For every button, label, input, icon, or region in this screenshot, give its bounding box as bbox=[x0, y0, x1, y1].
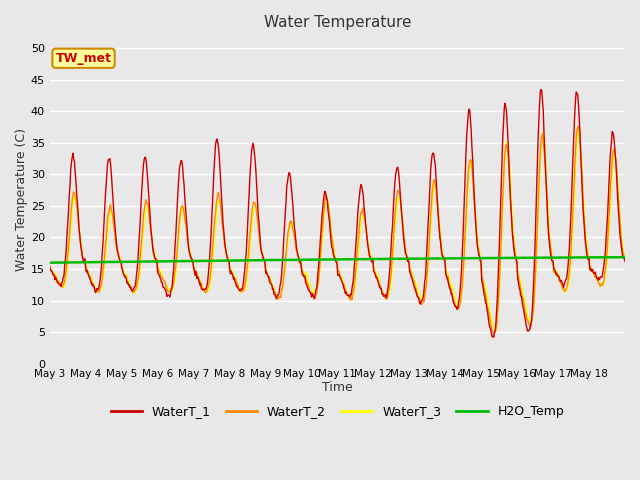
Y-axis label: Water Temperature (C): Water Temperature (C) bbox=[15, 128, 28, 271]
Title: Water Temperature: Water Temperature bbox=[264, 15, 411, 30]
X-axis label: Time: Time bbox=[322, 382, 353, 395]
Text: TW_met: TW_met bbox=[56, 52, 111, 65]
Legend: WaterT_1, WaterT_2, WaterT_3, H2O_Temp: WaterT_1, WaterT_2, WaterT_3, H2O_Temp bbox=[106, 400, 569, 423]
